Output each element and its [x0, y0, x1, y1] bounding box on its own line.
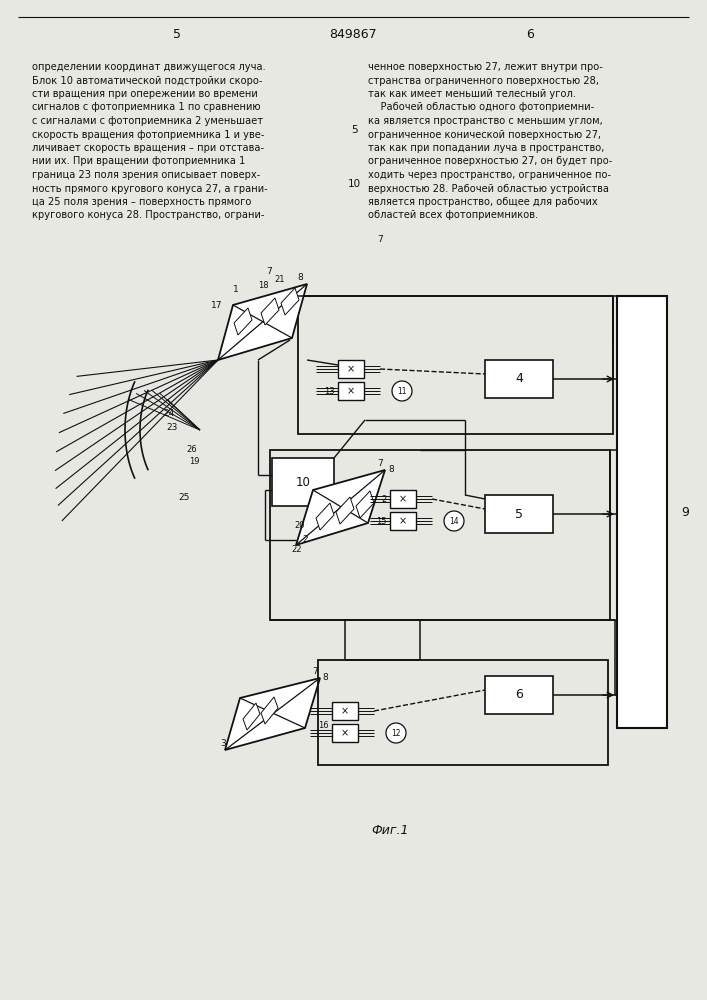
Text: скорость вращения фотоприемника 1 и уве-: скорость вращения фотоприемника 1 и уве- — [32, 129, 264, 139]
Text: 7: 7 — [266, 267, 272, 276]
Polygon shape — [243, 703, 260, 730]
Text: 14: 14 — [449, 516, 459, 526]
Text: ходить через пространство, ограниченное по-: ходить через пространство, ограниченное … — [368, 170, 611, 180]
Text: является пространство, общее для рабочих: является пространство, общее для рабочих — [368, 197, 597, 207]
Circle shape — [392, 381, 412, 401]
Text: с сигналами с фотоприемника 2 уменьшает: с сигналами с фотоприемника 2 уменьшает — [32, 116, 263, 126]
Text: Фиг.1: Фиг.1 — [371, 824, 409, 836]
Bar — [485, 495, 553, 533]
Text: 8: 8 — [297, 273, 303, 282]
Text: верхностью 28. Рабочей областью устройства: верхностью 28. Рабочей областью устройст… — [368, 184, 609, 194]
Text: ×: × — [347, 386, 355, 396]
Polygon shape — [218, 284, 307, 360]
Text: ограниченное поверхностью 27, он будет про-: ограниченное поверхностью 27, он будет п… — [368, 156, 612, 166]
Text: 17: 17 — [211, 300, 222, 310]
Bar — [338, 382, 364, 400]
Text: 13: 13 — [325, 386, 335, 395]
Text: 19: 19 — [189, 458, 200, 466]
Text: 26: 26 — [187, 446, 197, 454]
Text: определении координат движущегося луча.: определении координат движущегося луча. — [32, 62, 266, 72]
Polygon shape — [281, 288, 299, 315]
Text: ность прямого кругового конуса 27, а грани-: ность прямого кругового конуса 27, а гра… — [32, 184, 268, 194]
Text: так как при попадании луча в пространство,: так как при попадании луча в пространств… — [368, 143, 604, 153]
Text: 22: 22 — [291, 546, 302, 554]
Text: 21: 21 — [275, 275, 285, 284]
Text: 6: 6 — [515, 688, 523, 702]
Text: 8: 8 — [388, 464, 394, 474]
Text: ка является пространство с меньшим углом,: ка является пространство с меньшим углом… — [368, 116, 603, 126]
Bar — [617, 296, 667, 728]
Text: 8: 8 — [322, 674, 328, 682]
Text: 15: 15 — [377, 516, 387, 526]
Text: 16: 16 — [318, 722, 329, 730]
Text: ×: × — [399, 494, 407, 504]
Polygon shape — [336, 497, 354, 524]
Text: сти вращения при опережении во времени: сти вращения при опережении во времени — [32, 89, 258, 99]
Text: 11: 11 — [397, 386, 407, 395]
Text: 25: 25 — [179, 493, 190, 502]
Text: 4: 4 — [515, 372, 523, 385]
Text: 12: 12 — [391, 728, 401, 738]
Text: 7: 7 — [377, 458, 383, 468]
Bar — [332, 724, 358, 742]
Text: сигналов с фотоприемника 1 по сравнению: сигналов с фотоприемника 1 по сравнению — [32, 103, 261, 112]
Text: 2: 2 — [303, 536, 308, 544]
Polygon shape — [234, 308, 252, 335]
Text: 849867: 849867 — [329, 28, 377, 41]
Text: ченное поверхностью 27, лежит внутри про-: ченное поверхностью 27, лежит внутри про… — [368, 62, 603, 72]
Bar — [318, 660, 608, 765]
Text: ×: × — [341, 706, 349, 716]
Circle shape — [444, 511, 464, 531]
Bar — [390, 512, 416, 530]
Text: 10: 10 — [296, 476, 310, 488]
Text: Рабочей областью одного фотоприемни-: Рабочей областью одного фотоприемни- — [368, 103, 595, 112]
Text: нии их. При вращении фотоприемника 1: нии их. При вращении фотоприемника 1 — [32, 156, 245, 166]
Text: 18: 18 — [257, 280, 269, 290]
Text: странства ограниченного поверхностью 28,: странства ограниченного поверхностью 28, — [368, 76, 599, 86]
Text: 5: 5 — [173, 28, 181, 41]
Polygon shape — [225, 678, 320, 750]
Bar — [338, 360, 364, 378]
Bar — [390, 490, 416, 508]
Polygon shape — [296, 470, 385, 545]
Text: ×: × — [347, 364, 355, 374]
Text: 5: 5 — [351, 125, 357, 135]
Bar — [270, 450, 610, 620]
Text: 10: 10 — [347, 179, 361, 189]
Text: кругового конуса 28. Пространство, ограни-: кругового конуса 28. Пространство, огран… — [32, 211, 264, 221]
Text: граница 23 поля зрения описывает поверх-: граница 23 поля зрения описывает поверх- — [32, 170, 260, 180]
Text: ×: × — [341, 728, 349, 738]
Text: областей всех фотоприемников.: областей всех фотоприемников. — [368, 211, 538, 221]
Text: ×: × — [399, 516, 407, 526]
Text: 2: 2 — [382, 495, 387, 504]
Text: 20: 20 — [295, 520, 305, 530]
Bar — [485, 676, 553, 714]
Text: 7: 7 — [312, 668, 318, 676]
Bar — [332, 702, 358, 720]
Circle shape — [386, 723, 406, 743]
Polygon shape — [356, 491, 374, 518]
Text: личивает скорость вращения – при отстава-: личивает скорость вращения – при отстава… — [32, 143, 264, 153]
Text: 6: 6 — [526, 28, 534, 41]
Text: ограниченное конической поверхностью 27,: ограниченное конической поверхностью 27, — [368, 129, 601, 139]
Polygon shape — [261, 697, 278, 724]
Text: 3: 3 — [221, 740, 226, 748]
Text: ца 25 поля зрения – поверхность прямого: ца 25 поля зрения – поверхность прямого — [32, 197, 252, 207]
Text: 23: 23 — [167, 424, 178, 432]
Text: 1: 1 — [233, 286, 239, 294]
Text: Блок 10 автоматической подстройки скоро-: Блок 10 автоматической подстройки скоро- — [32, 76, 262, 86]
Bar — [298, 296, 613, 434]
Text: 7: 7 — [377, 235, 383, 244]
Bar — [272, 458, 334, 506]
Text: 9: 9 — [681, 506, 689, 518]
Polygon shape — [261, 298, 279, 325]
Text: 5: 5 — [515, 508, 523, 520]
Text: так как имеет меньший телесный угол.: так как имеет меньший телесный угол. — [368, 89, 576, 99]
Bar — [485, 360, 553, 398]
Text: 24: 24 — [164, 408, 175, 418]
Polygon shape — [316, 503, 334, 530]
